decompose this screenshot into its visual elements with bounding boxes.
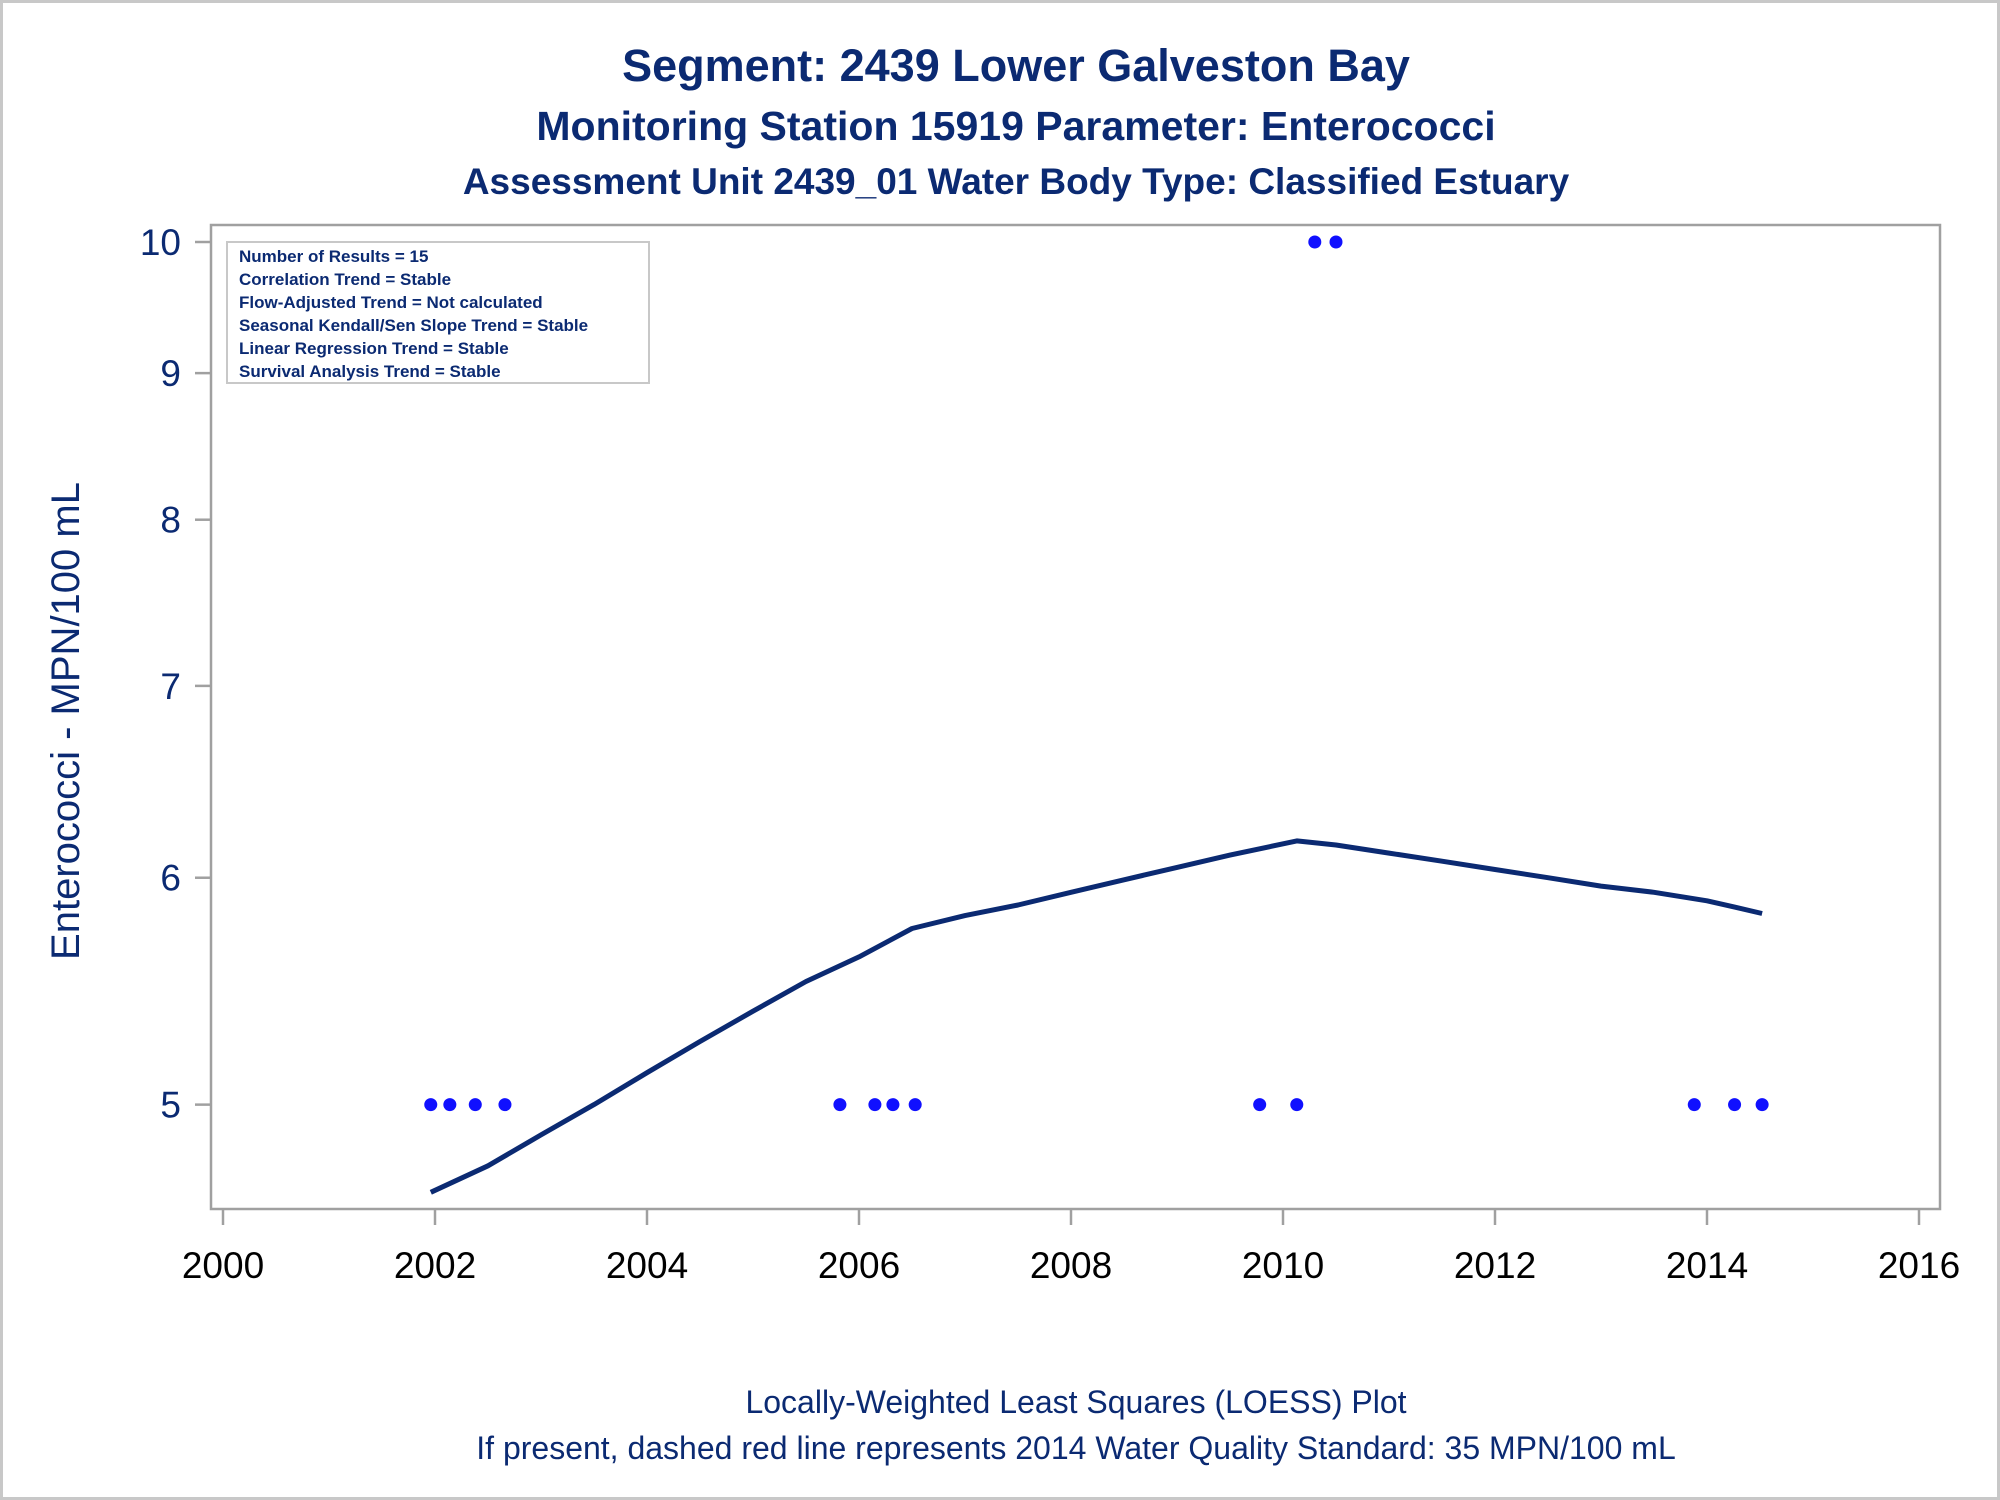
stats-box-border — [226, 241, 650, 384]
footnote-standard: If present, dashed red line represents 2… — [476, 1430, 1675, 1466]
x-tick-label: 2008 — [1030, 1245, 1112, 1286]
loess-line — [429, 838, 1763, 1195]
stats-line-flow-adjusted: Flow-Adjusted Trend = Not calculated — [239, 293, 543, 312]
y-axis: 5 6 7 8 9 10 — [140, 222, 211, 1126]
x-tick-label: 2000 — [182, 1245, 264, 1286]
data-point — [833, 1098, 847, 1112]
x-tick-label: 2016 — [1878, 1245, 1960, 1286]
data-point — [443, 1098, 457, 1112]
x-tick-label: 2006 — [818, 1245, 900, 1286]
y-tick-label: 7 — [160, 666, 181, 707]
stats-line-results: Number of Results = 15 — [239, 247, 428, 266]
x-tick-label: 2010 — [1242, 1245, 1324, 1286]
stats-line-correlation: Correlation Trend = Stable — [239, 270, 451, 289]
y-tick-label: 6 — [160, 858, 181, 899]
loess-chart: Segment: 2439 Lower Galveston Bay Monito… — [44, 40, 1960, 1466]
chart-subtitle-assessment: Assessment Unit 2439_01 Water Body Type:… — [463, 161, 1570, 202]
data-point — [498, 1098, 512, 1112]
data-series — [424, 235, 1769, 1195]
data-point — [1290, 1098, 1304, 1112]
data-point — [1755, 1098, 1769, 1112]
data-point — [1329, 235, 1343, 249]
data-point — [1687, 1098, 1701, 1112]
y-tick-label: 10 — [140, 222, 181, 263]
footnote-loess: Locally-Weighted Least Squares (LOESS) P… — [745, 1384, 1406, 1420]
data-point — [424, 1098, 438, 1112]
x-axis: 2000 2002 2004 2006 2008 2010 2012 2014 2016 — [182, 1209, 1960, 1286]
data-point — [886, 1098, 900, 1112]
data-point — [468, 1098, 482, 1112]
stats-line-seasonal-kendall: Seasonal Kendall/Sen Slope Trend = Stabl… — [239, 316, 588, 335]
stats-box: Number of Results = 15 Correlation Trend… — [226, 241, 650, 384]
x-tick-label: 2002 — [394, 1245, 476, 1286]
data-point — [1253, 1098, 1267, 1112]
y-tick-label: 8 — [160, 500, 181, 541]
data-point — [1308, 235, 1322, 249]
chart-subtitle-station: Monitoring Station 15919 Parameter: Ente… — [536, 103, 1495, 149]
x-tick-label: 2012 — [1454, 1245, 1536, 1286]
plot-area-border — [209, 223, 1942, 1211]
y-tick-label: 9 — [160, 353, 181, 394]
stats-line-survival: Survival Analysis Trend = Stable — [239, 362, 501, 381]
data-point — [908, 1098, 922, 1112]
y-tick-label: 5 — [160, 1085, 181, 1126]
x-tick-label: 2004 — [606, 1245, 688, 1286]
y-axis-label: Enterococci - MPN/100 mL — [44, 482, 88, 960]
data-point — [1728, 1098, 1742, 1112]
data-point — [868, 1098, 882, 1112]
stats-line-linear-regression: Linear Regression Trend = Stable — [239, 339, 509, 358]
x-tick-label: 2014 — [1666, 1245, 1748, 1286]
chart-title: Segment: 2439 Lower Galveston Bay — [622, 40, 1410, 91]
